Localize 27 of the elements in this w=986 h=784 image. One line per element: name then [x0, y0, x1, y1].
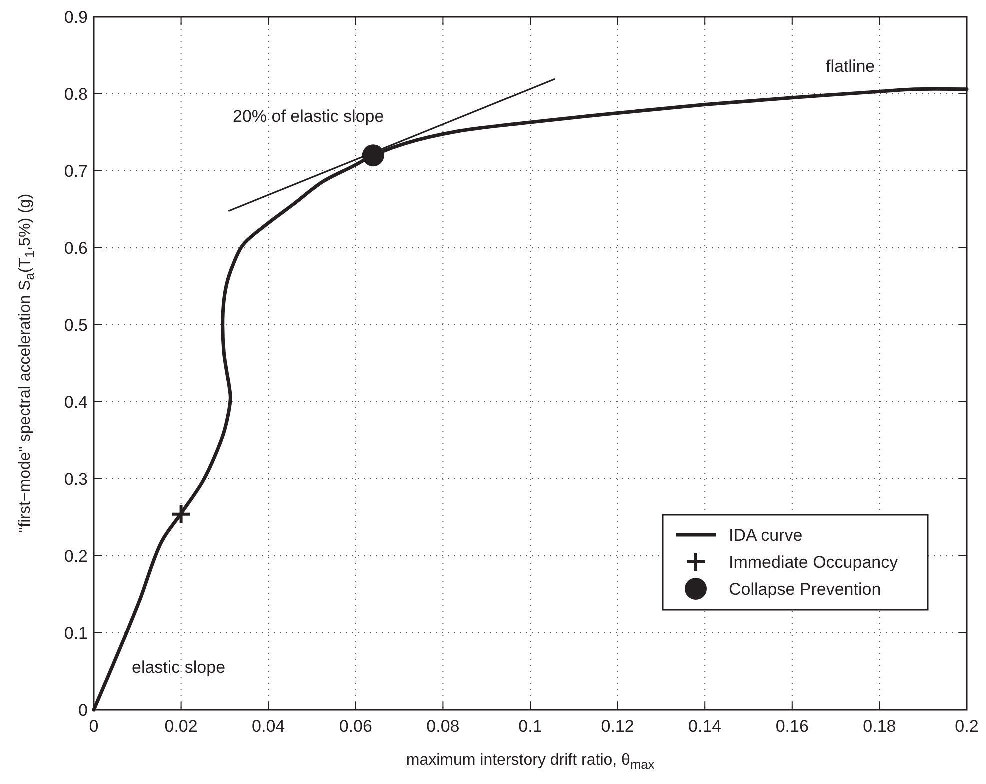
x-tick-label: 0.14 — [688, 717, 722, 736]
y-tick-label: 0.5 — [64, 316, 88, 335]
annotation: elastic slope — [132, 658, 226, 677]
y-tick-label: 0.2 — [64, 547, 88, 566]
y-tick-label: 0.3 — [64, 470, 88, 489]
y-tick-label: 0 — [78, 701, 88, 720]
x-tick-label: 0.18 — [863, 717, 896, 736]
legend-label: IDA curve — [729, 526, 803, 545]
x-tick-label: 0.04 — [252, 717, 286, 736]
y-tick-label: 0.9 — [64, 8, 88, 27]
x-tick-label: 0.1 — [518, 717, 542, 736]
x-tick-label: 0.06 — [339, 717, 372, 736]
y-tick-label: 0.1 — [64, 624, 88, 643]
y-tick-label: 0.4 — [64, 393, 88, 412]
y-tick-label: 0.7 — [64, 162, 88, 181]
x-tick-label: 0.08 — [426, 717, 460, 736]
y-tick-label: 0.6 — [64, 239, 88, 258]
x-tick-label: 0.02 — [164, 717, 198, 736]
legend-label: Immediate Occupancy — [729, 553, 899, 572]
legend-label: Collapse Prevention — [729, 580, 882, 599]
x-tick-label: 0.2 — [955, 717, 979, 736]
x-tick-label: 0.12 — [601, 717, 634, 736]
y-tick-label: 0.8 — [64, 85, 88, 104]
annotation: 20% of elastic slope — [233, 107, 384, 126]
x-tick-label: 0.16 — [776, 717, 809, 736]
x-axis-title: maximum interstory drift ratio, θ$_{max}$ — [406, 752, 656, 772]
annotation: flatline — [826, 57, 876, 76]
